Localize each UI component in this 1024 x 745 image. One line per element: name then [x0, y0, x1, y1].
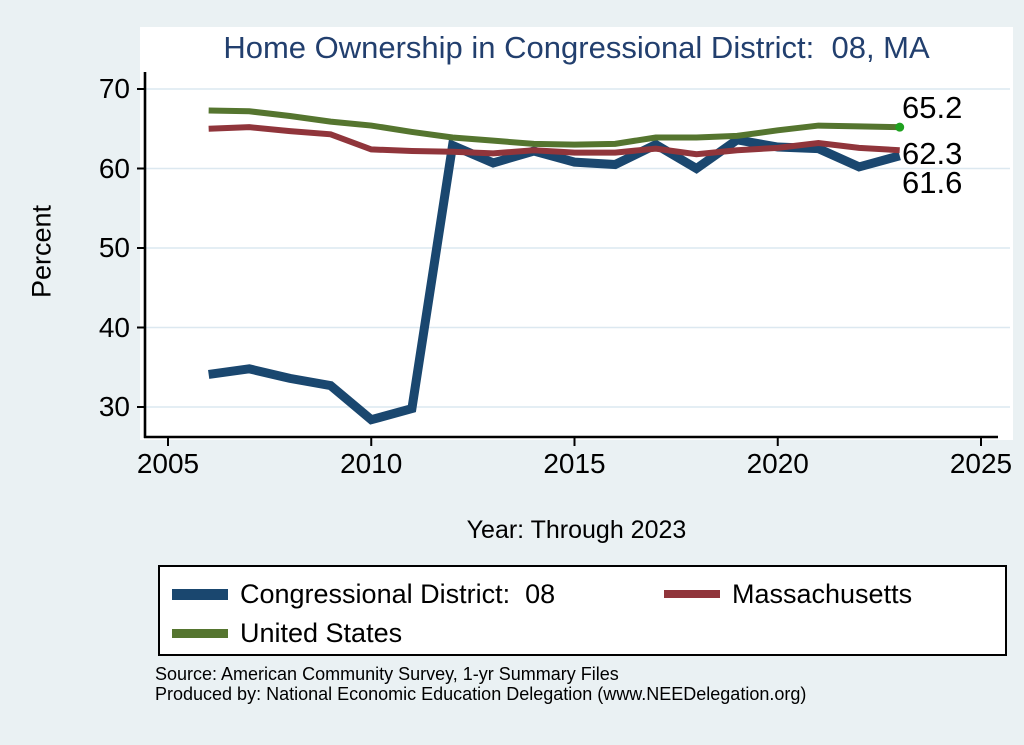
- series-line-0: [208, 135, 901, 425]
- legend: [158, 565, 1007, 656]
- end-value-label-cd08: 61.6: [902, 165, 963, 200]
- x-tick-label: 2020: [746, 448, 809, 479]
- x-tick-label: 2015: [543, 448, 606, 479]
- source-line-2: Produced by: National Economic Education…: [155, 684, 807, 704]
- x-tick-label: 2010: [340, 448, 403, 479]
- y-tick-label: 40: [98, 311, 130, 343]
- x-tick-label: 2025: [949, 448, 1013, 479]
- y-tick-label: 50: [98, 232, 130, 263]
- legend-label-massachusetts: Massachusetts: [732, 579, 913, 609]
- y-tick-label: 60: [98, 152, 130, 184]
- y-tick-label: 70: [98, 73, 130, 104]
- chart-title: Home Ownership in Congressional District…: [223, 30, 930, 65]
- legend-label-cd08: Congressional District: 08: [240, 579, 556, 609]
- end-value-label-united-states: 65.2: [902, 90, 963, 125]
- x-tick-label: 2005: [136, 448, 200, 479]
- series-end-marker-2: [895, 122, 905, 132]
- series-line-2: [208, 107, 900, 148]
- legend-label-united-states: United States: [240, 618, 403, 648]
- legend-swatch-cd08: [172, 589, 228, 600]
- legend-swatch-massachusetts: [664, 590, 720, 598]
- end-value-label-massachusetts: 62.3: [902, 136, 963, 171]
- y-axis-title: Percent: [26, 204, 57, 299]
- source-line-1: Source: American Community Survey, 1-yr …: [155, 664, 619, 684]
- x-axis-title: Year: Through 2023: [466, 516, 687, 544]
- plot-area: [140, 27, 1013, 440]
- y-tick-label: 30: [98, 391, 130, 422]
- legend-swatch-united-states: [172, 629, 228, 638]
- series-line-1: [208, 124, 900, 158]
